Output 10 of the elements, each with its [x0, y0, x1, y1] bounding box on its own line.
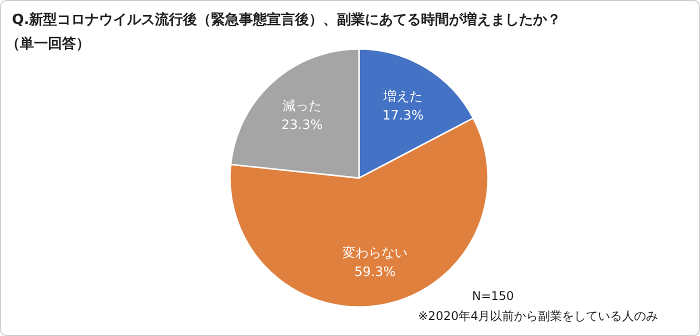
- text: ※2020年4月以前から副業をしている人のみ: [418, 309, 658, 323]
- slice-label: 減った: [282, 99, 322, 114]
- data-label: 59.3%: [354, 265, 396, 280]
- text: N=150: [472, 289, 514, 303]
- data-label: 17.3%: [382, 108, 424, 124]
- slice-label: 増えた: [382, 88, 423, 105]
- slice-label: 変わらない: [342, 245, 408, 262]
- chart-title: Q.新型コロナウイルス流行後（緊急事態宣言後）、副業にあてる時間が増えましたか？: [12, 11, 562, 28]
- data-label: 23.3%: [281, 118, 323, 134]
- text: （単一回答）: [6, 36, 90, 52]
